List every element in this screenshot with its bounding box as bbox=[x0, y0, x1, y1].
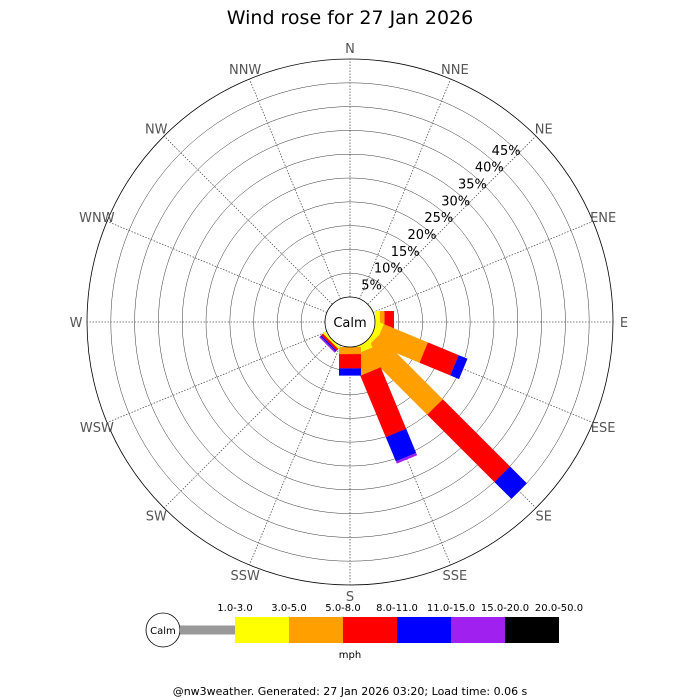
grid-circle bbox=[158, 130, 542, 514]
wind-bar-segment-s bbox=[339, 347, 361, 355]
grid-spoke bbox=[106, 331, 328, 424]
calm-label: Calm bbox=[333, 316, 366, 331]
radial-tick-label: 40% bbox=[475, 161, 504, 176]
radial-tick-label: 45% bbox=[492, 144, 521, 159]
direction-label-wnw: WNW bbox=[79, 211, 115, 226]
legend-bin-label: 1.0-3.0 bbox=[217, 603, 252, 614]
direction-label-ssw: SSW bbox=[230, 569, 260, 584]
grid-spoke bbox=[248, 344, 341, 566]
radial-tick-label: 15% bbox=[391, 245, 420, 260]
direction-label-sw: SW bbox=[146, 510, 167, 525]
grid-circle bbox=[229, 201, 471, 443]
legend-bin-label: 11.0-15.0 bbox=[427, 603, 475, 614]
wind-bar-segment-sw bbox=[320, 335, 337, 352]
wind-bar-segment-sw bbox=[319, 336, 336, 353]
speed-legend: Calm 1.0-3.0 3.0-5.0 5.0-8.0 8.0-11.0 11.0-1… bbox=[145, 603, 583, 661]
grid-spoke bbox=[372, 220, 594, 313]
legend-bin-label: 3.0-5.0 bbox=[271, 603, 306, 614]
legend-swatch bbox=[397, 617, 451, 643]
grid-circle bbox=[253, 225, 447, 419]
grid-circle bbox=[181, 153, 519, 491]
legend-swatch bbox=[343, 617, 397, 643]
footer-text: @nw3weather. Generated: 27 Jan 2026 03:2… bbox=[173, 685, 528, 698]
direction-label-nnw: NNW bbox=[229, 63, 261, 78]
polar-grid bbox=[86, 58, 614, 586]
direction-label-ene: ENE bbox=[590, 211, 616, 226]
direction-label-wsw: WSW bbox=[80, 421, 114, 436]
grid-spoke bbox=[163, 135, 333, 305]
legend-calm-label: Calm bbox=[150, 626, 176, 637]
legend-bin-label: 15.0-20.0 bbox=[481, 603, 529, 614]
radial-tick-label: 20% bbox=[408, 228, 437, 243]
grid-spoke bbox=[106, 220, 328, 313]
grid-circle bbox=[277, 249, 423, 395]
radial-tick-label: 10% bbox=[374, 262, 403, 277]
wind-bar-segment-se bbox=[427, 399, 511, 483]
direction-label-n: N bbox=[345, 42, 355, 57]
wind-bars bbox=[319, 311, 527, 499]
direction-label-e: E bbox=[620, 316, 628, 331]
direction-label-s: S bbox=[346, 590, 354, 605]
legend-bin-label: 8.0-11.0 bbox=[376, 603, 418, 614]
legend-bin-label: 5.0-8.0 bbox=[325, 603, 360, 614]
wind-bar-segment-sse bbox=[395, 453, 418, 464]
grid-spoke bbox=[359, 78, 452, 300]
calm-circle: Calm bbox=[324, 296, 376, 348]
wind-bar-segment-se bbox=[494, 466, 527, 499]
direction-label-w: W bbox=[70, 316, 83, 331]
wind-bar-segment-ese bbox=[450, 355, 468, 380]
radial-tick-label: 25% bbox=[424, 211, 453, 226]
direction-label-nne: NNE bbox=[441, 63, 469, 78]
wind-bar-segment-sw bbox=[322, 331, 341, 350]
wind-bar-segment-ese bbox=[419, 342, 459, 376]
direction-label-ese: ESE bbox=[591, 421, 616, 436]
direction-label-ne: NE bbox=[535, 122, 553, 137]
legend-units: mph bbox=[339, 650, 361, 661]
legend-swatch bbox=[505, 617, 559, 643]
direction-label-nw: NW bbox=[145, 122, 168, 137]
legend-swatch bbox=[451, 617, 505, 643]
direction-label-sse: SSE bbox=[442, 569, 467, 584]
wind-bar-segment-sse bbox=[385, 428, 417, 462]
radial-tick-label: 5% bbox=[361, 278, 382, 293]
direction-label-se: SE bbox=[536, 510, 552, 525]
wind-bar-segment-s bbox=[339, 368, 361, 376]
legend-swatch bbox=[180, 625, 235, 635]
grid-spoke bbox=[248, 78, 341, 300]
direction-labels: N NNE NE ENE E ESE SE SSE S SSW SW WSW W WNW NW NNW bbox=[70, 42, 629, 605]
wind-bar-segment-s bbox=[339, 354, 361, 369]
radial-tick-label: 30% bbox=[441, 194, 470, 209]
legend-bin-label: 20.0-50.0 bbox=[535, 603, 583, 614]
legend-swatch bbox=[235, 617, 289, 643]
grid-circle bbox=[205, 177, 495, 467]
radial-tick-label: 35% bbox=[458, 178, 487, 193]
wind-bar-segment-sse bbox=[360, 367, 407, 438]
wind-bar-segment-sw bbox=[321, 333, 339, 351]
chart-title: Wind rose for 27 Jan 2026 bbox=[227, 7, 474, 29]
legend-swatch bbox=[289, 617, 343, 643]
wind-bar-segment-se bbox=[363, 335, 443, 415]
grid-spoke bbox=[163, 339, 333, 509]
wind-bar-segment-ese bbox=[375, 324, 428, 363]
grid-spoke bbox=[367, 135, 537, 305]
radial-tick-labels: 5%10% 15% 20% 25% 30%35% 40% 45% bbox=[361, 144, 520, 294]
